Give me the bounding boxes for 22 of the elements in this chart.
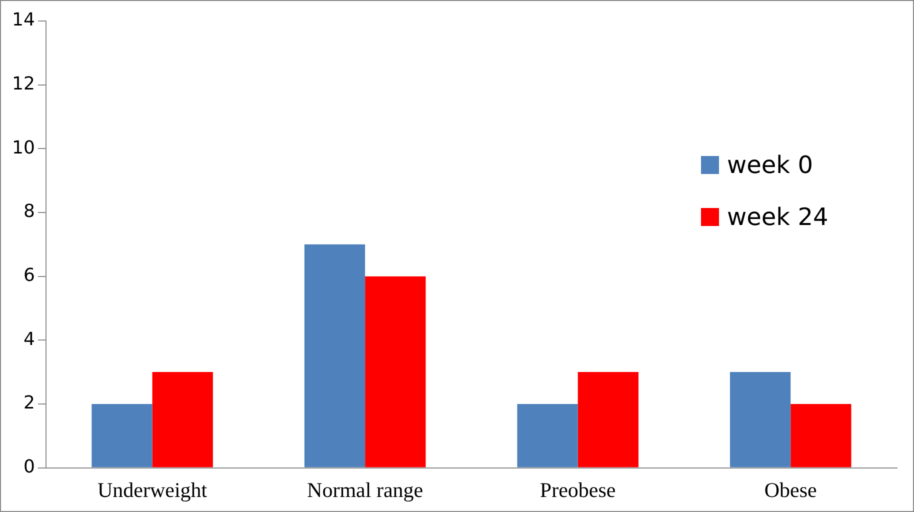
bar bbox=[152, 372, 213, 468]
y-tick-label: 4 bbox=[23, 328, 35, 350]
y-tick-label: 2 bbox=[23, 392, 35, 414]
y-tick-label: 12 bbox=[12, 74, 35, 94]
bar bbox=[365, 276, 426, 468]
bar bbox=[92, 404, 152, 468]
legend-label: week 0 bbox=[727, 151, 813, 179]
x-tick-label: Underweight bbox=[97, 478, 208, 502]
bar bbox=[304, 244, 366, 468]
bar bbox=[790, 404, 852, 468]
y-tick-label: 14 bbox=[12, 10, 35, 31]
x-tick-label: Obese bbox=[764, 478, 817, 502]
y-tick-label: 6 bbox=[23, 264, 35, 286]
y-tick-label: 0 bbox=[23, 456, 35, 478]
bar bbox=[578, 372, 638, 468]
x-tick-label: Normal range bbox=[307, 478, 424, 502]
legend-label: week 24 bbox=[727, 203, 828, 231]
x-tick-label: Preobese bbox=[540, 478, 616, 502]
y-tick-label: 8 bbox=[23, 201, 35, 222]
y-tick-label: 10 bbox=[12, 137, 35, 158]
bar bbox=[730, 372, 791, 468]
bar bbox=[517, 404, 578, 468]
